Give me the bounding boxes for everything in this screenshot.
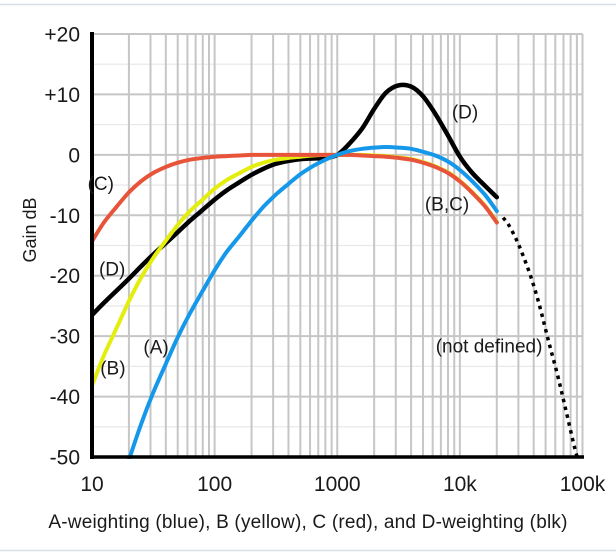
y-tick-label: +20 [44,24,80,47]
x-tick-label: 10k [443,473,477,496]
y-tick-label: 0 [68,144,80,167]
curve-c-weighting [92,152,499,244]
y-tick-label: -50 [50,447,80,470]
y-tick-label: -20 [50,265,80,288]
x-tick-label: 100 [197,473,232,496]
y-tick-label: -30 [50,326,80,349]
y-tick-label: -10 [50,205,80,228]
x-tick-label: 100k [560,473,606,496]
y-axis-title: Gain dB [20,197,40,262]
curve-annotation: (A) [143,338,168,359]
chart-caption: A-weighting (blue), B (yellow), C (red),… [48,512,568,533]
page-frame-lines [0,3,616,552]
x-tick-label: 1000 [314,473,361,496]
curve-a-weighting [127,145,499,459]
y-tick-label: -40 [50,386,80,409]
curve-annotation: (C) [88,174,114,195]
curve-annotation: (B) [100,359,125,380]
x-axis-tick-labels: 10 100 1000 10k 100k [80,473,605,496]
curves-group [92,82,580,459]
curve-annotations: (C) (D) (B) (A) (D) (B,C) (not defined) [88,102,543,379]
y-tick-label: +10 [44,84,80,107]
curve-annotation: (D) [99,260,125,281]
axis-lines [90,32,584,459]
curve-annotation: (not defined) [436,336,543,357]
curve-annotation: (B,C) [425,194,469,215]
y-axis-tick-labels: +20 +10 0 -10 -20 -30 -40 -50 [44,24,80,470]
gridlines-major [92,33,584,457]
x-tick-label: 10 [80,473,103,496]
curve-annotation: (D) [452,102,478,123]
